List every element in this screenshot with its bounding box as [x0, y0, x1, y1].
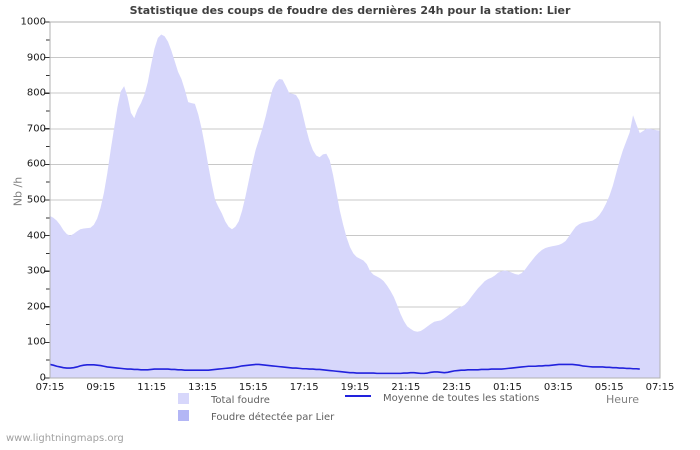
legend-line-icon — [345, 395, 371, 397]
y-axis-tick-label: 300 — [26, 265, 46, 277]
x-axis-tick-label: 11:15 — [137, 382, 167, 393]
x-axis-label: Heure — [606, 393, 640, 406]
x-axis-tick-label: 13:15 — [188, 382, 217, 393]
legend-label: Moyenne de toutes les stations — [383, 393, 540, 404]
legend-swatch-icon — [178, 410, 189, 421]
chart-title: Statistique des coups de foudre des dern… — [129, 4, 571, 17]
series-area-total-foudre — [50, 34, 660, 379]
legend-item[interactable]: Total foudre — [178, 393, 270, 406]
chart-legend: Total foudre Foudre détectée par Lier Moye… — [0, 391, 700, 431]
x-axis-tick-label: 07:15 — [35, 382, 65, 393]
footer-attribution: www.lightningmaps.org — [6, 433, 124, 444]
y-axis-tick-label: 200 — [26, 301, 46, 313]
legend-item[interactable]: Moyenne de toutes les stations — [345, 393, 539, 404]
y-axis-tick-labels: 0 100 200 300 400 500 600 700 800 900 1000 — [0, 0, 46, 450]
y-axis-tick-label: 0 — [39, 372, 46, 384]
x-axis-tick-label: 21:15 — [391, 382, 421, 393]
legend-label: Total foudre — [211, 395, 270, 406]
x-axis-tick-label: 17:15 — [289, 382, 319, 393]
plot-frame — [49, 21, 661, 379]
x-axis-tick-label: 07:15 — [645, 382, 675, 393]
x-axis-tick-label: 03:15 — [543, 382, 573, 393]
legend-swatch-icon — [178, 393, 189, 404]
legend-label: Foudre détectée par Lier — [211, 412, 335, 423]
series-line-moyenne-de-toutes-les-stations — [49, 363, 640, 375]
x-axis-tick-label: 23:15 — [442, 382, 472, 393]
x-axis-tick-label: 01:15 — [493, 382, 522, 393]
legend-item[interactable]: Foudre détectée par Lier — [178, 410, 334, 423]
x-axis-tick-label: 09:15 — [86, 382, 116, 393]
y-axis-tick-label: 500 — [26, 194, 46, 206]
y-axis-tick-label: 100 — [26, 336, 46, 348]
y-axis-tick-label: 1000 — [20, 16, 46, 28]
x-axis-tick-label: 19:15 — [340, 382, 370, 393]
x-axis-tick-label: 05:15 — [594, 382, 624, 393]
x-axis-tick-label: 15:15 — [238, 382, 268, 393]
y-axis-tick-label: 900 — [26, 52, 46, 64]
y-axis-tick-label: 700 — [26, 123, 46, 135]
y-axis-tick-label: 400 — [26, 230, 46, 242]
y-axis-tick-label: 800 — [26, 87, 46, 99]
y-axis-tick-label: 600 — [26, 158, 46, 170]
